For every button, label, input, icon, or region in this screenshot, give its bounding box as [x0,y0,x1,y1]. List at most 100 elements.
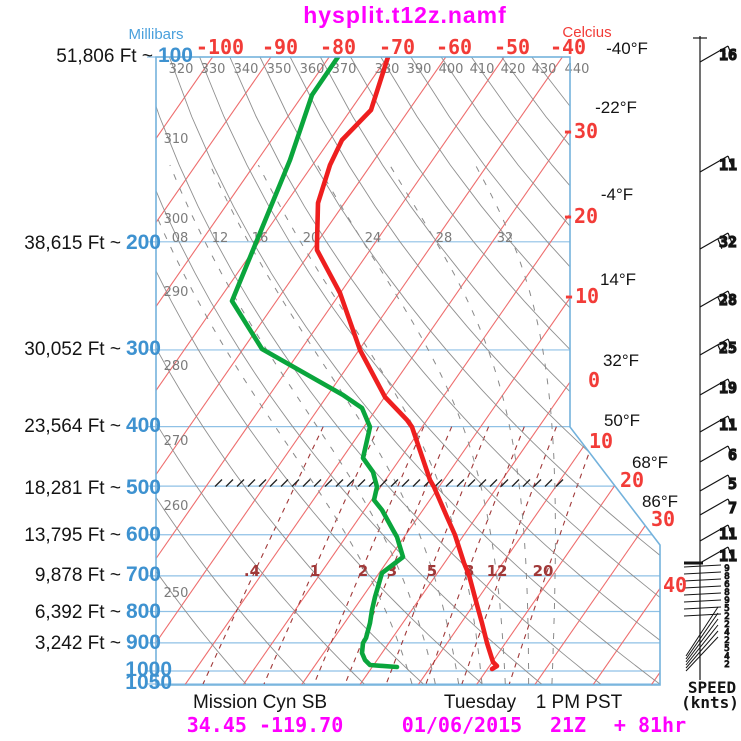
thetae-label-32: 32 [497,231,514,246]
altitude-label-400: 23,564 Ft ~ [24,416,121,437]
top-celsius--90: -90 [261,35,299,59]
wind-barb-shaft [699,45,729,63]
right-celsius-40: 40 [662,573,688,597]
isotherm--110 [0,57,154,685]
pressure-label-800: 800 [125,600,161,623]
valid-day: Tuesday [443,692,517,713]
wind-barb-feather [727,290,733,302]
pressure-lines [147,56,660,685]
wind-speed-title: SPEED [687,678,737,697]
pressure-label-200: 200 [125,231,161,254]
plot-border [155,56,661,686]
pressure-row-1000: 1000 [120,658,172,682]
wind-barb-feather [727,155,733,167]
altitude-label-200: 38,615 Ft ~ [24,233,121,254]
wind-speed-small-10: 5 [724,644,729,654]
wind-speed-small-3: 8 [724,588,729,598]
right-celsius--30: -30 [561,119,599,143]
wind-barb-shaft [699,290,729,308]
wind-speed-small-4: 9 [724,596,729,606]
wind-speed-6: 6 [728,446,737,464]
dry-adiabat-310 [156,57,601,685]
theta-label-430: 430 [532,62,557,77]
theta-label-370: 370 [332,62,357,77]
wind-speed-32: 32 [719,233,737,251]
right-celsius-10: 10 [588,429,614,453]
pressure-row-800: 6,392 Ft ~800 [35,600,161,624]
wind-barb-half-feather [727,498,732,505]
adiabat-label-280: 280 [164,359,189,374]
wind-barb-feather [727,415,733,427]
millibars-axis-label: Millibars [128,26,184,43]
pressure-label-400: 400 [125,414,161,437]
altitude-label-300: 30,052 Ft ~ [24,339,121,360]
altitude-label-700: 9,878 Ft ~ [34,565,121,586]
wind-barb-feather [722,341,728,353]
pressure-row-100: 51,806 Ft ~100 [56,44,193,68]
wind-speed-16: 16 [719,46,737,64]
pressure-label-600: 600 [125,523,161,546]
temperature-curve [314,57,500,672]
wind-barb-feather [727,378,733,390]
wind-speed-small-2: 6 [724,580,729,590]
top-celsius--60: -60 [435,35,473,59]
wind-barb-shaft [699,546,729,564]
mixing-label-3: 3 [387,562,397,580]
dry-adiabat-320 [168,57,660,685]
wind-barb-feather [727,232,733,244]
pressure-row-700: 9,878 Ft ~700 [35,563,161,587]
wind-speed-small-9: 2 [724,636,729,646]
theta-label-350: 350 [267,62,292,77]
wind-speed-28: 28 [719,291,737,309]
pressure-label-300: 300 [125,337,161,360]
isotherm-20 [475,57,660,685]
right-fahrenheit--4°F: -4°F [600,185,634,204]
mixing-ratio-3 [344,426,453,685]
interior-labels: 320 330 340 350 360 370 380 390 400 410 420 430 4400… [164,62,590,601]
dry-adiabat-330 [199,57,660,685]
right-fahrenheit--22°F: -22°F [595,98,637,117]
isotherm--70 [156,57,388,685]
theta-label-320: 320 [169,62,194,77]
run-cycle: 21Z [549,713,587,737]
wind-speed-small-8: 4 [724,628,729,638]
wind-barb-shaft [699,445,729,463]
dry-adiabat-270 [156,57,365,685]
top-celsius--50: -50 [493,35,531,59]
pressure-label-700: 700 [125,563,161,586]
dry-adiabat-340 [229,57,660,685]
mixing-ratio-5 [385,426,490,685]
wind-speed-5: 5 [728,475,737,493]
pressure-row-600: 13,795 Ft ~600 [24,523,161,547]
mixing-ratio-lines [202,426,600,685]
wind-barb-half-feather [717,296,721,303]
mixing-label-5: 5 [427,562,437,580]
mixing-ratio-0.4 [202,426,324,685]
wind-barb-shaft [699,338,729,356]
right-fahrenheit-50°F: 50°F [603,411,641,430]
isotherm--30 [184,57,622,685]
theta-label-410: 410 [470,62,495,77]
dry-adiabat-250 [156,57,247,685]
wind-barb-shaft [699,474,729,492]
wind-barb-shaft [699,524,729,542]
altitude-label-600: 13,795 Ft ~ [24,525,121,546]
isotherm--20 [242,57,660,685]
adiabat-label-300: 300 [164,212,189,227]
adiabat-label-290: 290 [164,285,189,300]
theta-label-330: 330 [201,62,226,77]
mixing-label-12: 12 [487,562,508,580]
isotherm--50 [156,57,505,685]
theta-label-440: 440 [565,62,590,77]
sounding-profiles [229,57,500,672]
pressure-row-1050: 1050 [120,671,172,695]
wind-speed-small-0: 9 [724,564,729,574]
altitude-label-900: 3,242 Ft ~ [34,633,121,654]
dry-adiabat-260 [156,57,306,685]
celsius-axis-label: Celcius [562,24,612,41]
wind-barb-shaft [699,378,729,396]
mixing-ratio-8 [425,426,525,685]
wind-speed-small-1: 8 [724,572,729,582]
